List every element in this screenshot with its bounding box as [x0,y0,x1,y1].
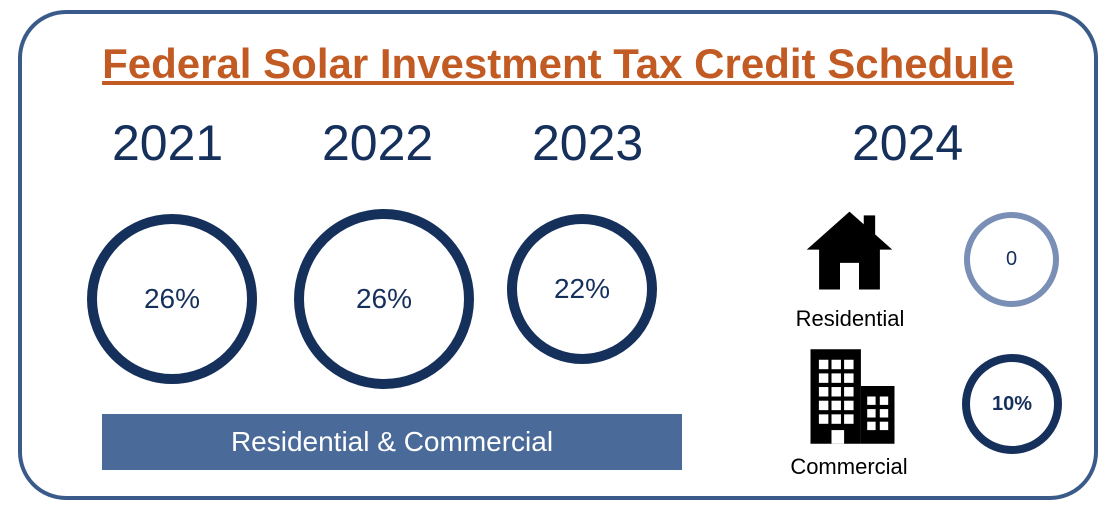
circle-2021-value: 26% [144,283,200,315]
circle-2022-value: 26% [356,283,412,315]
bar-label: Residential & Commercial [231,426,553,458]
circle-2023-value: 22% [554,273,610,305]
circle-2023: 22% [507,214,657,364]
circle-2024-commercial-value: 10% [992,393,1032,416]
year-2023: 2023 [532,114,643,172]
page-title: Federal Solar Investment Tax Credit Sche… [22,40,1094,88]
building-icon [800,344,905,449]
circle-2024-commercial: 10% [962,354,1062,454]
residential-label: Residential [790,306,910,332]
year-2022: 2022 [322,114,433,172]
year-2021: 2021 [112,114,223,172]
circle-2024-residential: 0 [964,212,1059,307]
circle-2022: 26% [294,209,474,389]
circle-2024-residential-value: 0 [1006,248,1017,271]
circle-2021: 26% [87,214,257,384]
commercial-label: Commercial [784,454,914,480]
residential-commercial-bar: Residential & Commercial [102,414,682,470]
year-2024: 2024 [852,114,963,172]
main-frame: Federal Solar Investment Tax Credit Sche… [18,10,1098,500]
house-icon [802,204,897,299]
